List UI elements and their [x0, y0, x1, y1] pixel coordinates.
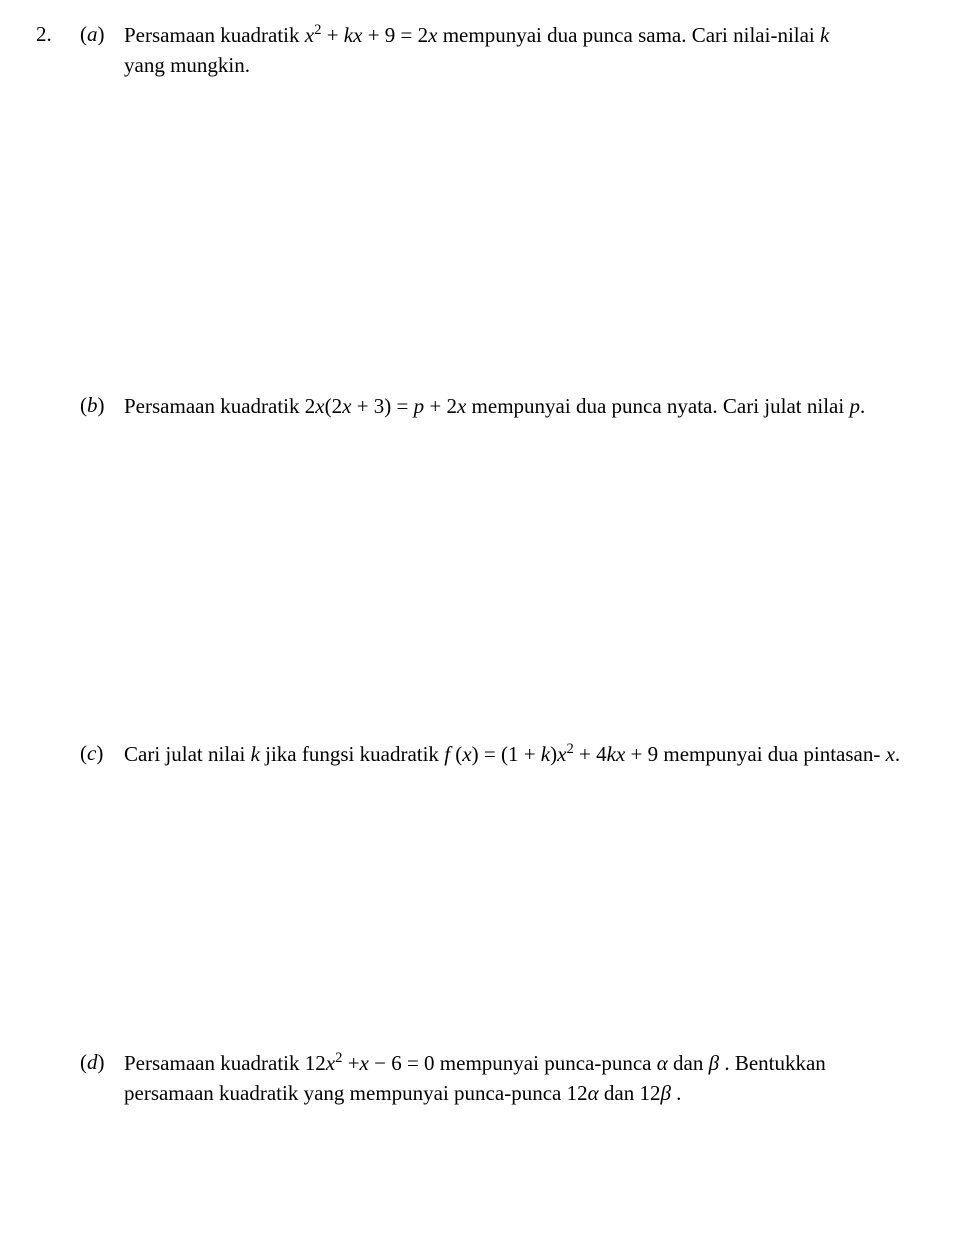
d-beta2: β	[660, 1081, 670, 1105]
part-d-label-col: (d)	[80, 1048, 124, 1075]
d-line2-pre: persamaan kuadratik yang mempunyai punca…	[124, 1081, 588, 1105]
d-and: dan	[668, 1051, 709, 1075]
workspace-c	[36, 770, 919, 1048]
part-a-line2: yang mungkin.	[124, 53, 250, 77]
part-b-label: (b)	[80, 393, 105, 417]
question-2a-row: 2. (a) Persamaan kuadratik x2 + kx + 9 =…	[36, 20, 919, 81]
d-post1: . Bentukkan	[719, 1051, 826, 1075]
question-2d-row: (d) Persamaan kuadratik 12x2 +x − 6 = 0 …	[36, 1048, 919, 1109]
var-x: x	[305, 23, 314, 47]
c-f: f	[444, 742, 455, 766]
question-number: 2.	[36, 20, 80, 47]
b-pend: p	[849, 394, 860, 418]
part-a-body: Persamaan kuadratik x2 + kx + 9 = 2x mem…	[124, 20, 919, 81]
part-a-plus2: + 9 = 2	[362, 23, 428, 47]
workspace-a	[36, 81, 919, 391]
part-d-body: Persamaan kuadratik 12x2 +x − 6 = 0 memp…	[124, 1048, 919, 1109]
b-post: mempunyai dua punca nyata. Cari julat ni…	[466, 394, 849, 418]
part-a-label-col: (a)	[80, 20, 124, 47]
part-a-post: mempunyai dua punca sama. Cari nilai-nil…	[437, 23, 820, 47]
d-x2: x	[360, 1051, 369, 1075]
c-mid1: jika fungsi kuadratik	[260, 742, 444, 766]
d-x1: x	[326, 1051, 335, 1075]
b-p: p	[414, 394, 425, 418]
question-number-text: 2.	[36, 22, 52, 46]
b-mid1: (2	[325, 394, 343, 418]
part-c-label-col: (c)	[80, 739, 124, 766]
part-b-letter: b	[87, 393, 98, 417]
b-x1: x	[315, 394, 324, 418]
part-d-letter: d	[87, 1050, 98, 1074]
d-dot: .	[671, 1081, 682, 1105]
part-b-pre: Persamaan kuadratik 2	[124, 394, 315, 418]
part-c-letter: c	[87, 741, 96, 765]
d-mid2: − 6 = 0 mempunyai punca-punca	[369, 1051, 657, 1075]
c-x1: x	[462, 742, 471, 766]
d-pre: Persamaan kuadratik 12	[124, 1051, 326, 1075]
part-a-label: (a)	[80, 22, 105, 46]
page: 2. (a) Persamaan kuadratik x2 + kx + 9 =…	[0, 0, 955, 1259]
b-x3: x	[457, 394, 466, 418]
workspace-b	[36, 421, 919, 739]
c-xend: x	[886, 742, 895, 766]
c-dot: .	[895, 742, 900, 766]
d-alpha: α	[657, 1051, 668, 1075]
c-exp2: 2	[566, 741, 573, 757]
part-a-text-1: Persamaan kuadratik	[124, 23, 305, 47]
part-c-label: (c)	[80, 741, 103, 765]
part-a-letter: a	[87, 22, 98, 46]
c-k2: k	[541, 742, 550, 766]
c-k1: k	[251, 742, 260, 766]
question-2c-row: (c) Cari julat nilai k jika fungsi kuadr…	[36, 739, 919, 769]
part-b-label-col: (b)	[80, 391, 124, 418]
part-b-body: Persamaan kuadratik 2x(2x + 3) = p + 2x …	[124, 391, 919, 421]
d-mid1: +	[342, 1051, 359, 1075]
d-beta: β	[709, 1051, 719, 1075]
c-pre: Cari julat nilai	[124, 742, 251, 766]
b-dot: .	[860, 394, 865, 418]
question-2b-row: (b) Persamaan kuadratik 2x(2x + 3) = p +…	[36, 391, 919, 421]
c-pc: ) = (1 +	[472, 742, 541, 766]
b-mid2: + 3) =	[351, 394, 413, 418]
part-a-plus1: +	[321, 23, 343, 47]
c-plus4k: + 4	[574, 742, 607, 766]
c-tail: + 9 mempunyai dua pintasan-	[625, 742, 885, 766]
b-mid3: + 2	[424, 394, 457, 418]
d-alpha2: α	[588, 1081, 599, 1105]
d-and2: dan 12	[599, 1081, 661, 1105]
var-kx: kx	[344, 23, 363, 47]
c-k3: kx	[607, 742, 626, 766]
part-d-label: (d)	[80, 1050, 105, 1074]
part-c-body: Cari julat nilai k jika fungsi kuadratik…	[124, 739, 919, 769]
var-k: k	[820, 23, 829, 47]
